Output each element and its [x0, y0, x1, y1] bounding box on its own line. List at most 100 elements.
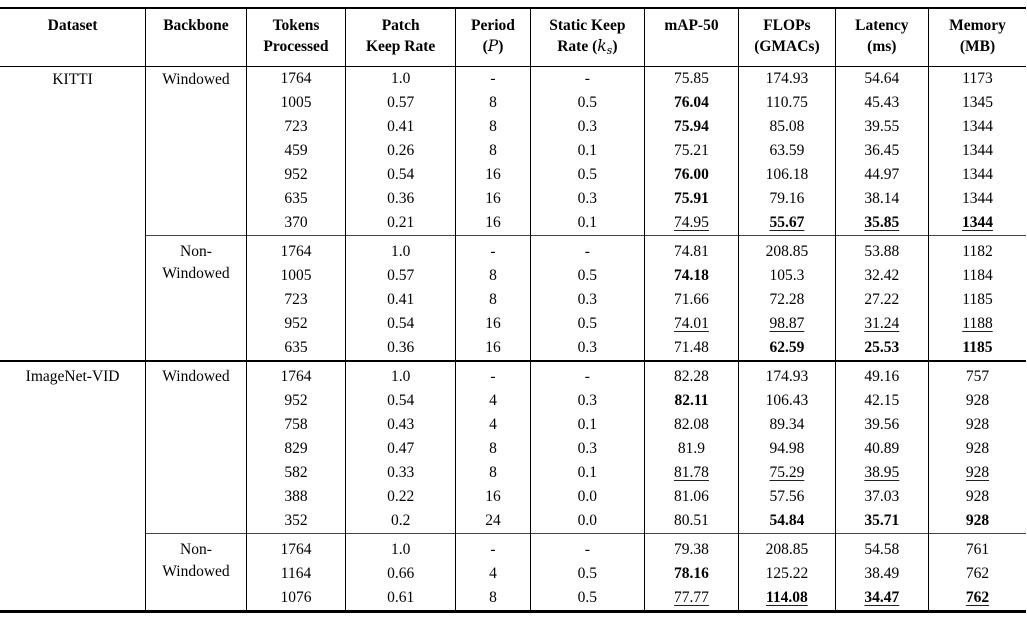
cell-value: 54.84	[769, 511, 805, 529]
cell-value: 24	[485, 511, 501, 529]
cell-value: 0.1	[577, 213, 598, 231]
col-header-static-keep-rate: Static Keep Rate (ks)	[530, 8, 645, 67]
cell-tokens: 1005	[246, 90, 347, 115]
cell-value: 0.5	[577, 93, 598, 111]
cell-value: 4	[489, 415, 497, 433]
cell-value: 829	[284, 439, 308, 457]
cell-value: 352	[284, 511, 308, 529]
cell-value: 0.0	[577, 487, 598, 505]
cell-map50: 74.81	[644, 234, 740, 264]
cell-flops: 208.85	[738, 234, 836, 264]
col-header-label: Period	[471, 17, 515, 34]
cell-value: 31.24	[864, 314, 900, 332]
cell-value: 74.95	[674, 213, 709, 231]
table-row: 952 0.54 16 0.5 76.00 106.18 44.97 1344	[0, 162, 1026, 187]
cell-value: 8	[489, 117, 497, 135]
cell-value: 77.77	[674, 588, 709, 606]
cell-value: 928	[965, 415, 990, 433]
cell-value: 0.66	[387, 564, 415, 582]
cell-tokens: 582	[246, 460, 347, 485]
cell-memory: 1344	[928, 139, 1026, 163]
cell-memory: 757	[928, 359, 1026, 389]
cell-tokens: 758	[246, 412, 347, 437]
backbone-label-line: Non-	[180, 540, 212, 558]
cell-value: 0.1	[577, 415, 598, 433]
cell-map50: 76.00	[644, 162, 740, 187]
cell-value: 0.3	[577, 439, 598, 457]
cell-value: 635	[284, 189, 308, 207]
cell-latency: 45.43	[835, 90, 929, 115]
backbone-label-line: Windowed	[162, 264, 230, 282]
cell-map50: 81.9	[644, 436, 740, 461]
cell-patch-keep-rate: 0.41	[345, 287, 457, 312]
cell-period: 24	[455, 508, 531, 534]
cell-value: 928	[965, 391, 990, 409]
cell-memory: 928	[928, 437, 1026, 461]
col-header-label: Dataset	[47, 17, 98, 34]
cell-memory: 928	[928, 509, 1026, 534]
cell-period: 4	[455, 561, 531, 586]
label-part: Rate (	[557, 38, 598, 56]
table-row: 1005 0.57 8 0.5 74.18 105.3 32.42 1184	[0, 263, 1026, 288]
cell-tokens: 1005	[246, 263, 347, 288]
cell-value: 74.01	[674, 314, 709, 332]
cell-value: 0.47	[387, 439, 415, 457]
cell-value: 952	[284, 391, 308, 409]
cell-period: 4	[455, 412, 531, 437]
cell-period: 8	[455, 90, 531, 115]
col-header-label: Keep Rate	[365, 38, 436, 56]
cell-patch-keep-rate: 0.54	[345, 388, 457, 413]
cell-map50: 78.16	[644, 561, 740, 586]
cell-value: 71.48	[674, 338, 709, 356]
cell-period: 8	[455, 585, 531, 612]
cell-flops: 85.08	[738, 114, 836, 139]
cell-tokens: 829	[246, 436, 347, 461]
cell-period: 16	[455, 335, 531, 361]
cell-value: 952	[284, 165, 308, 183]
cell-tokens: 723	[246, 287, 347, 312]
cell-value: 45.43	[864, 93, 900, 111]
cell-patch-keep-rate: 0.54	[345, 162, 457, 187]
cell-value: 75.91	[674, 189, 709, 207]
cell-latency: 25.53	[835, 335, 929, 361]
cell-value: 1164	[280, 564, 312, 582]
cell-value: 1344	[961, 165, 993, 183]
cell-value: 0.5	[577, 165, 598, 183]
cell-value: 0.54	[387, 165, 415, 183]
cell-tokens: 1764	[246, 66, 347, 91]
cell-value: 1344	[961, 141, 993, 159]
cell-map50: 75.91	[644, 186, 740, 211]
cell-value: 0.57	[387, 93, 415, 111]
table-row: 1005 0.57 8 0.5 76.04 110.75 45.43 1345	[0, 90, 1026, 115]
cell-patch-keep-rate: 0.57	[345, 263, 457, 288]
cell-flops: 98.87	[738, 311, 836, 336]
cell-memory: 762	[928, 586, 1026, 612]
cell-tokens: 370	[246, 210, 347, 236]
table-row: 635 0.36 16 0.3 71.48 62.59 25.53 1185	[0, 335, 1026, 361]
cell-map50: 76.04	[644, 90, 740, 115]
cell-value: 82.08	[674, 415, 709, 433]
cell-flops: 57.56	[738, 484, 836, 509]
cell-value: 582	[284, 463, 308, 481]
cell-value: 76.00	[674, 165, 709, 183]
col-header-memory: Memory (MB)	[928, 8, 1026, 67]
table-row: 758 0.43 4 0.1 82.08 89.34 39.56 928	[0, 412, 1026, 437]
col-header-label: Latency	[855, 17, 909, 34]
cell-static-keep-rate: -	[530, 532, 645, 562]
cell-value: 208.85	[765, 242, 809, 260]
cell-static-keep-rate: 0.5	[530, 162, 645, 187]
cell-value: 40.89	[864, 439, 900, 457]
cell-value: 0.1	[577, 463, 598, 481]
cell-value: 106.43	[765, 391, 809, 409]
cell-value: 952	[284, 314, 308, 332]
cell-value: 0.21	[387, 213, 415, 231]
cell-value: 1344	[961, 117, 993, 135]
cell-map50: 81.78	[644, 460, 740, 485]
cell-value: 635	[284, 338, 308, 356]
cell-value: 0.22	[387, 487, 415, 505]
results-table: Dataset Backbone Tokens Processed Patch …	[0, 7, 1026, 613]
cell-tokens: 459	[246, 138, 347, 163]
cell-latency: 38.14	[835, 186, 929, 211]
cell-value: 928	[965, 487, 990, 505]
